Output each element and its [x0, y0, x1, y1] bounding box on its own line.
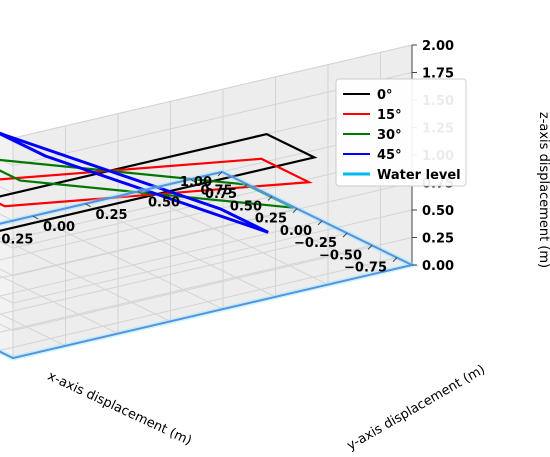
x-tick-mark — [217, 171, 223, 177]
x-tick-mark — [367, 245, 373, 250]
series-15-deg-outline — [0, 157, 313, 208]
x-tick-label: −0.50 — [319, 248, 362, 263]
grid-line-x — [0, 232, 348, 315]
y-tick-label: −0.25 — [0, 232, 33, 247]
x-tick-mark — [267, 196, 273, 201]
x-tick-mark — [342, 232, 348, 238]
y-tick-mark — [32, 215, 39, 220]
x-tick-label: 1.00 — [180, 175, 212, 190]
y-tick-label: 0.25 — [96, 208, 128, 223]
grid-line-x — [0, 220, 323, 297]
grid-line-x — [0, 257, 398, 351]
grid-line-x — [0, 195, 273, 261]
grid-line-z — [0, 237, 413, 332]
y-tick-mark — [137, 191, 144, 195]
water-level-line — [0, 170, 415, 360]
y-tick-mark — [190, 178, 196, 183]
tick-labels: 1.000.750.500.250.00−0.25−0.50−0.75−1.00… — [0, 39, 454, 276]
z-tick-label: 1.75 — [422, 67, 454, 82]
z-axis-label: z-axis displacement (m) — [536, 112, 550, 268]
y-axis-label: y-axis displacement (m) — [345, 362, 488, 453]
legend-label: Water level — [377, 168, 461, 183]
grid-line-z — [0, 182, 413, 277]
x-tick-label: 0.00 — [280, 224, 312, 239]
grid-line-z — [0, 72, 413, 167]
x-tick-label: −0.75 — [344, 261, 387, 276]
y-tick-label: 0.75 — [201, 183, 233, 198]
series-layer — [0, 131, 420, 361]
y-tick-label: 0.00 — [43, 220, 75, 235]
z-tick-label: 0.25 — [422, 232, 454, 247]
legend-label: 45° — [377, 148, 402, 163]
y-tick-mark — [85, 203, 91, 208]
z-tick-label: 2.00 — [422, 39, 454, 54]
z-tick-label: 0.00 — [422, 259, 454, 274]
series-0-deg-outline — [0, 132, 318, 232]
legend: 0° 15° 30° 45° Water level — [335, 78, 467, 187]
grid-line-x — [0, 183, 248, 243]
x-tick-mark — [392, 257, 398, 263]
legend-box — [335, 78, 467, 187]
x-tick-label: 0.75 — [205, 187, 237, 202]
legend-label: 15° — [377, 108, 402, 123]
y-tick-label: 0.50 — [148, 196, 180, 211]
x-axis-label: x-axis displacement (m) — [45, 369, 194, 449]
series-45-deg-outline — [0, 131, 269, 234]
grid-line-z — [0, 209, 413, 304]
x-tick-mark — [292, 208, 298, 214]
grid-line-x — [0, 208, 298, 279]
x-tick-mark — [317, 220, 323, 226]
x-tick-mark — [242, 183, 248, 189]
legend-label: 0° — [377, 88, 393, 103]
grid-line-z — [0, 154, 413, 249]
x-tick-label: 0.25 — [255, 212, 287, 227]
legend-label: 30° — [377, 128, 402, 143]
z-tick-label: 0.50 — [422, 204, 454, 219]
x-tick-label: −0.25 — [294, 236, 337, 251]
grid-line-x — [0, 244, 373, 333]
x-tick-label: 0.50 — [230, 199, 262, 214]
